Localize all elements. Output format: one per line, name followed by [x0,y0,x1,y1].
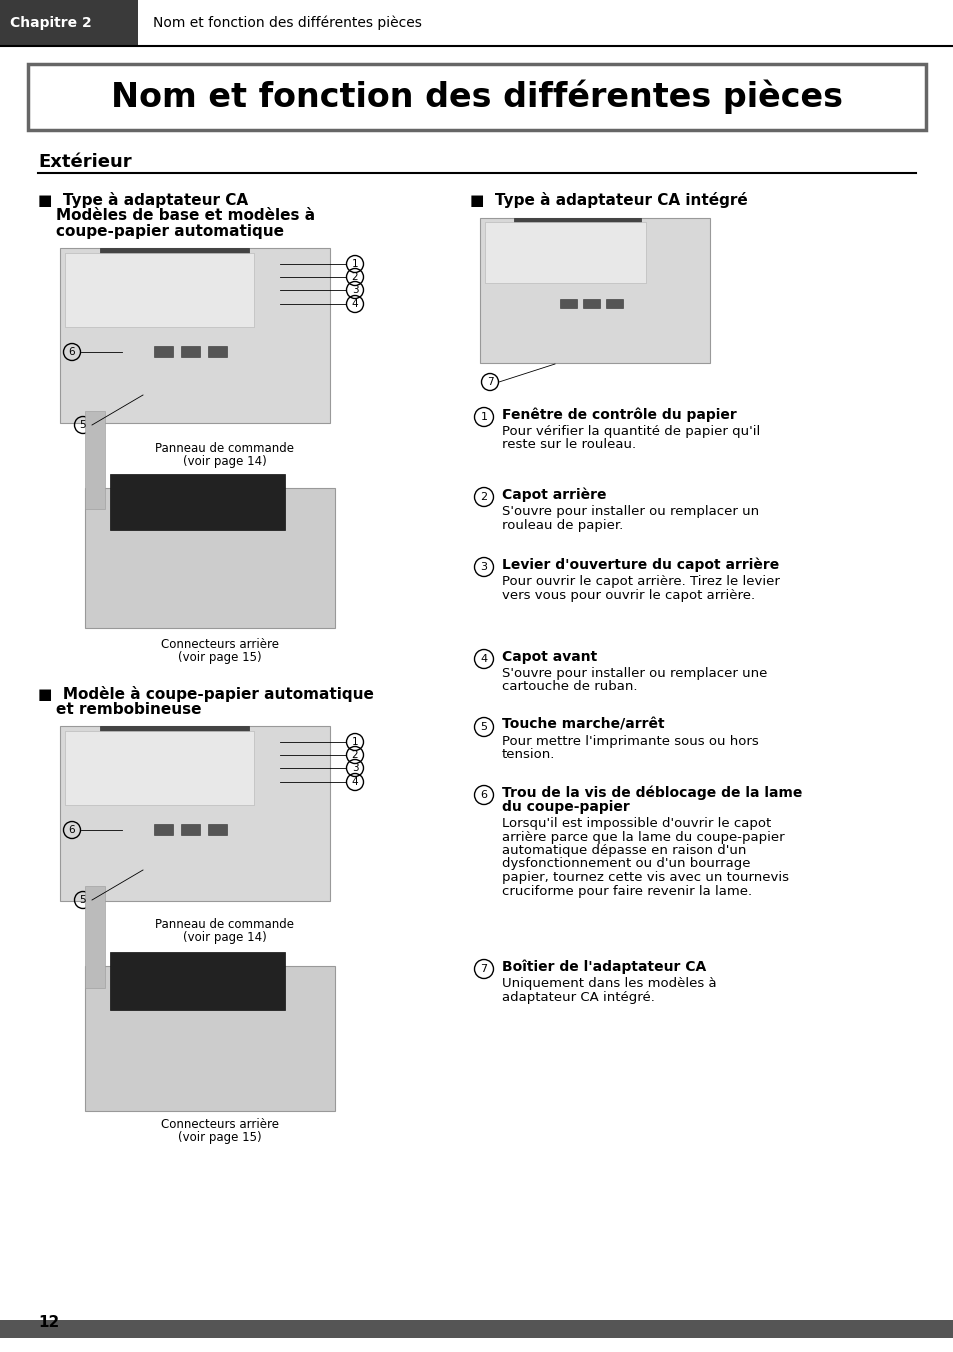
Text: Connecteurs arrière: Connecteurs arrière [161,1118,278,1132]
FancyBboxPatch shape [484,222,645,284]
Text: 1: 1 [352,260,358,269]
FancyBboxPatch shape [100,726,249,748]
Text: (voir page 14): (voir page 14) [183,932,267,944]
FancyBboxPatch shape [28,64,925,130]
FancyBboxPatch shape [181,823,200,834]
Text: rouleau de papier.: rouleau de papier. [501,519,622,531]
Text: 3: 3 [352,763,358,773]
Text: Panneau de commande: Panneau de commande [155,918,294,932]
Text: Extérieur: Extérieur [38,153,132,170]
Text: Boîtier de l'adaptateur CA: Boîtier de l'adaptateur CA [501,960,705,975]
FancyBboxPatch shape [583,299,599,308]
FancyBboxPatch shape [181,346,200,357]
Text: reste sur le rouleau.: reste sur le rouleau. [501,438,636,452]
Text: Levier d'ouverture du capot arrière: Levier d'ouverture du capot arrière [501,558,779,572]
Text: 6: 6 [480,790,487,800]
FancyBboxPatch shape [514,218,640,235]
Text: 4: 4 [480,654,487,664]
Text: Panneau de commande: Panneau de commande [155,442,294,456]
Text: 5: 5 [80,895,86,904]
FancyBboxPatch shape [110,952,285,1010]
Text: 1: 1 [480,412,487,422]
Text: 4: 4 [352,299,358,310]
Text: 3: 3 [352,285,358,295]
FancyBboxPatch shape [560,299,576,308]
Text: 1: 1 [352,737,358,748]
Text: du coupe-papier: du coupe-papier [501,800,629,814]
FancyBboxPatch shape [85,488,335,627]
FancyBboxPatch shape [209,823,227,834]
FancyBboxPatch shape [66,253,254,327]
Text: dysfonctionnement ou d'un bourrage: dysfonctionnement ou d'un bourrage [501,857,750,871]
Text: ■  Type à adaptateur CA: ■ Type à adaptateur CA [38,192,248,208]
Text: cruciforme pour faire revenir la lame.: cruciforme pour faire revenir la lame. [501,884,751,898]
FancyBboxPatch shape [0,0,138,46]
Text: 7: 7 [486,377,493,387]
Text: ■  Type à adaptateur CA intégré: ■ Type à adaptateur CA intégré [470,192,747,208]
Text: S'ouvre pour installer ou remplacer un: S'ouvre pour installer ou remplacer un [501,506,759,518]
Text: Uniquement dans les modèles à: Uniquement dans les modèles à [501,977,716,990]
Text: Capot arrière: Capot arrière [501,488,606,503]
FancyBboxPatch shape [479,218,709,362]
Text: 6: 6 [69,825,75,836]
FancyBboxPatch shape [85,965,335,1111]
FancyBboxPatch shape [154,823,173,834]
Text: Pour ouvrir le capot arrière. Tirez le levier: Pour ouvrir le capot arrière. Tirez le l… [501,575,779,588]
Text: Lorsqu'il est impossible d'ouvrir le capot: Lorsqu'il est impossible d'ouvrir le cap… [501,817,770,830]
FancyBboxPatch shape [154,346,173,357]
FancyBboxPatch shape [85,887,105,988]
Text: (voir page 15): (voir page 15) [178,652,261,664]
Text: (voir page 14): (voir page 14) [183,456,267,468]
FancyBboxPatch shape [66,731,254,804]
Text: papier, tournez cette vis avec un tournevis: papier, tournez cette vis avec un tourne… [501,871,788,884]
FancyBboxPatch shape [100,247,249,269]
Text: Nom et fonction des différentes pièces: Nom et fonction des différentes pièces [111,80,842,115]
Text: S'ouvre pour installer ou remplacer une: S'ouvre pour installer ou remplacer une [501,667,766,680]
Text: Trou de la vis de déblocage de la lame: Trou de la vis de déblocage de la lame [501,786,801,800]
FancyBboxPatch shape [0,1320,953,1338]
Text: (voir page 15): (voir page 15) [178,1132,261,1144]
Text: 2: 2 [480,492,487,502]
Text: tension.: tension. [501,749,555,761]
Text: adaptateur CA intégré.: adaptateur CA intégré. [501,991,654,1003]
Text: Nom et fonction des différentes pièces: Nom et fonction des différentes pièces [152,16,421,30]
FancyBboxPatch shape [60,247,330,423]
Text: 6: 6 [69,347,75,357]
Text: cartouche de ruban.: cartouche de ruban. [501,680,637,694]
Text: Connecteurs arrière: Connecteurs arrière [161,638,278,652]
Text: Capot avant: Capot avant [501,650,597,664]
FancyBboxPatch shape [85,411,105,508]
Text: 5: 5 [80,420,86,430]
Text: 5: 5 [480,722,487,731]
FancyBboxPatch shape [209,346,227,357]
Text: 12: 12 [38,1315,59,1330]
FancyBboxPatch shape [606,299,622,308]
Text: Pour mettre l'imprimante sous ou hors: Pour mettre l'imprimante sous ou hors [501,735,758,748]
FancyBboxPatch shape [110,475,285,530]
Text: Pour vérifier la quantité de papier qu'il: Pour vérifier la quantité de papier qu'i… [501,425,760,438]
Text: Fenêtre de contrôle du papier: Fenêtre de contrôle du papier [501,408,736,422]
Text: 2: 2 [352,272,358,283]
Text: et rembobineuse: et rembobineuse [56,702,201,717]
Text: coupe-papier automatique: coupe-papier automatique [56,224,284,239]
Text: arrière parce que la lame du coupe-papier: arrière parce que la lame du coupe-papie… [501,830,783,844]
Text: 4: 4 [352,777,358,787]
Text: 3: 3 [480,562,487,572]
Text: Modèles de base et modèles à: Modèles de base et modèles à [56,208,314,223]
Text: Chapitre 2: Chapitre 2 [10,16,91,30]
Text: ■  Modèle à coupe-papier automatique: ■ Modèle à coupe-papier automatique [38,685,374,702]
Text: 7: 7 [480,964,487,973]
Text: vers vous pour ouvrir le capot arrière.: vers vous pour ouvrir le capot arrière. [501,588,755,602]
Text: automatique dépasse en raison d'un: automatique dépasse en raison d'un [501,844,745,857]
FancyBboxPatch shape [60,726,330,900]
Text: Touche marche/arrêt: Touche marche/arrêt [501,718,664,731]
Text: 2: 2 [352,750,358,760]
